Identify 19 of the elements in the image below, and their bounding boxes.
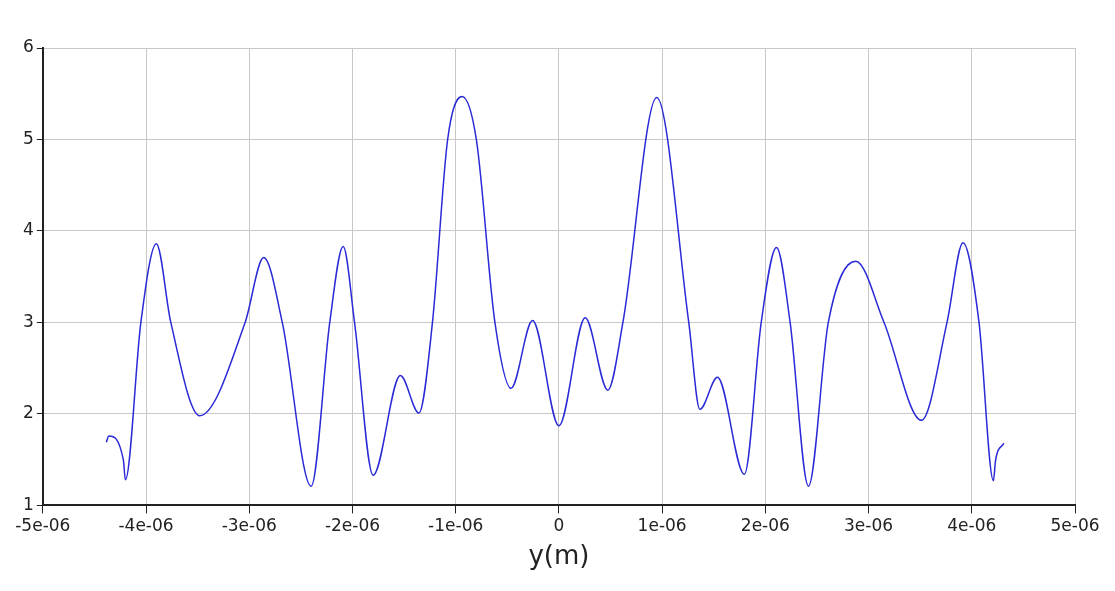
y-tick-label: 6 bbox=[22, 36, 34, 57]
x-axis-title: y(m) bbox=[528, 540, 590, 571]
x-tick-label: -2e-06 bbox=[324, 515, 381, 536]
y-tick-label: 4 bbox=[22, 219, 34, 240]
x-tick-label: 3e-06 bbox=[844, 515, 894, 536]
y-tick-label: 1 bbox=[22, 493, 34, 514]
y-tick-label: 3 bbox=[22, 310, 34, 331]
x-tick-label: 2e-06 bbox=[740, 515, 790, 536]
x-tick-label: 5e-06 bbox=[1050, 515, 1100, 536]
x-tick-label: -4e-06 bbox=[118, 515, 174, 536]
x-tick-label: -3e-06 bbox=[221, 515, 277, 536]
x-tick-label: 0 bbox=[553, 515, 565, 536]
y-tick-label: 5 bbox=[22, 127, 34, 148]
line-series bbox=[105, 95, 1005, 487]
x-tick-label: -5e-06 bbox=[15, 515, 71, 536]
x-tick-label: 4e-06 bbox=[947, 515, 997, 536]
y-tick-label: 2 bbox=[22, 402, 34, 423]
x-tick-label: -1e-06 bbox=[428, 515, 484, 536]
x-tick-label: 1e-06 bbox=[637, 515, 687, 536]
